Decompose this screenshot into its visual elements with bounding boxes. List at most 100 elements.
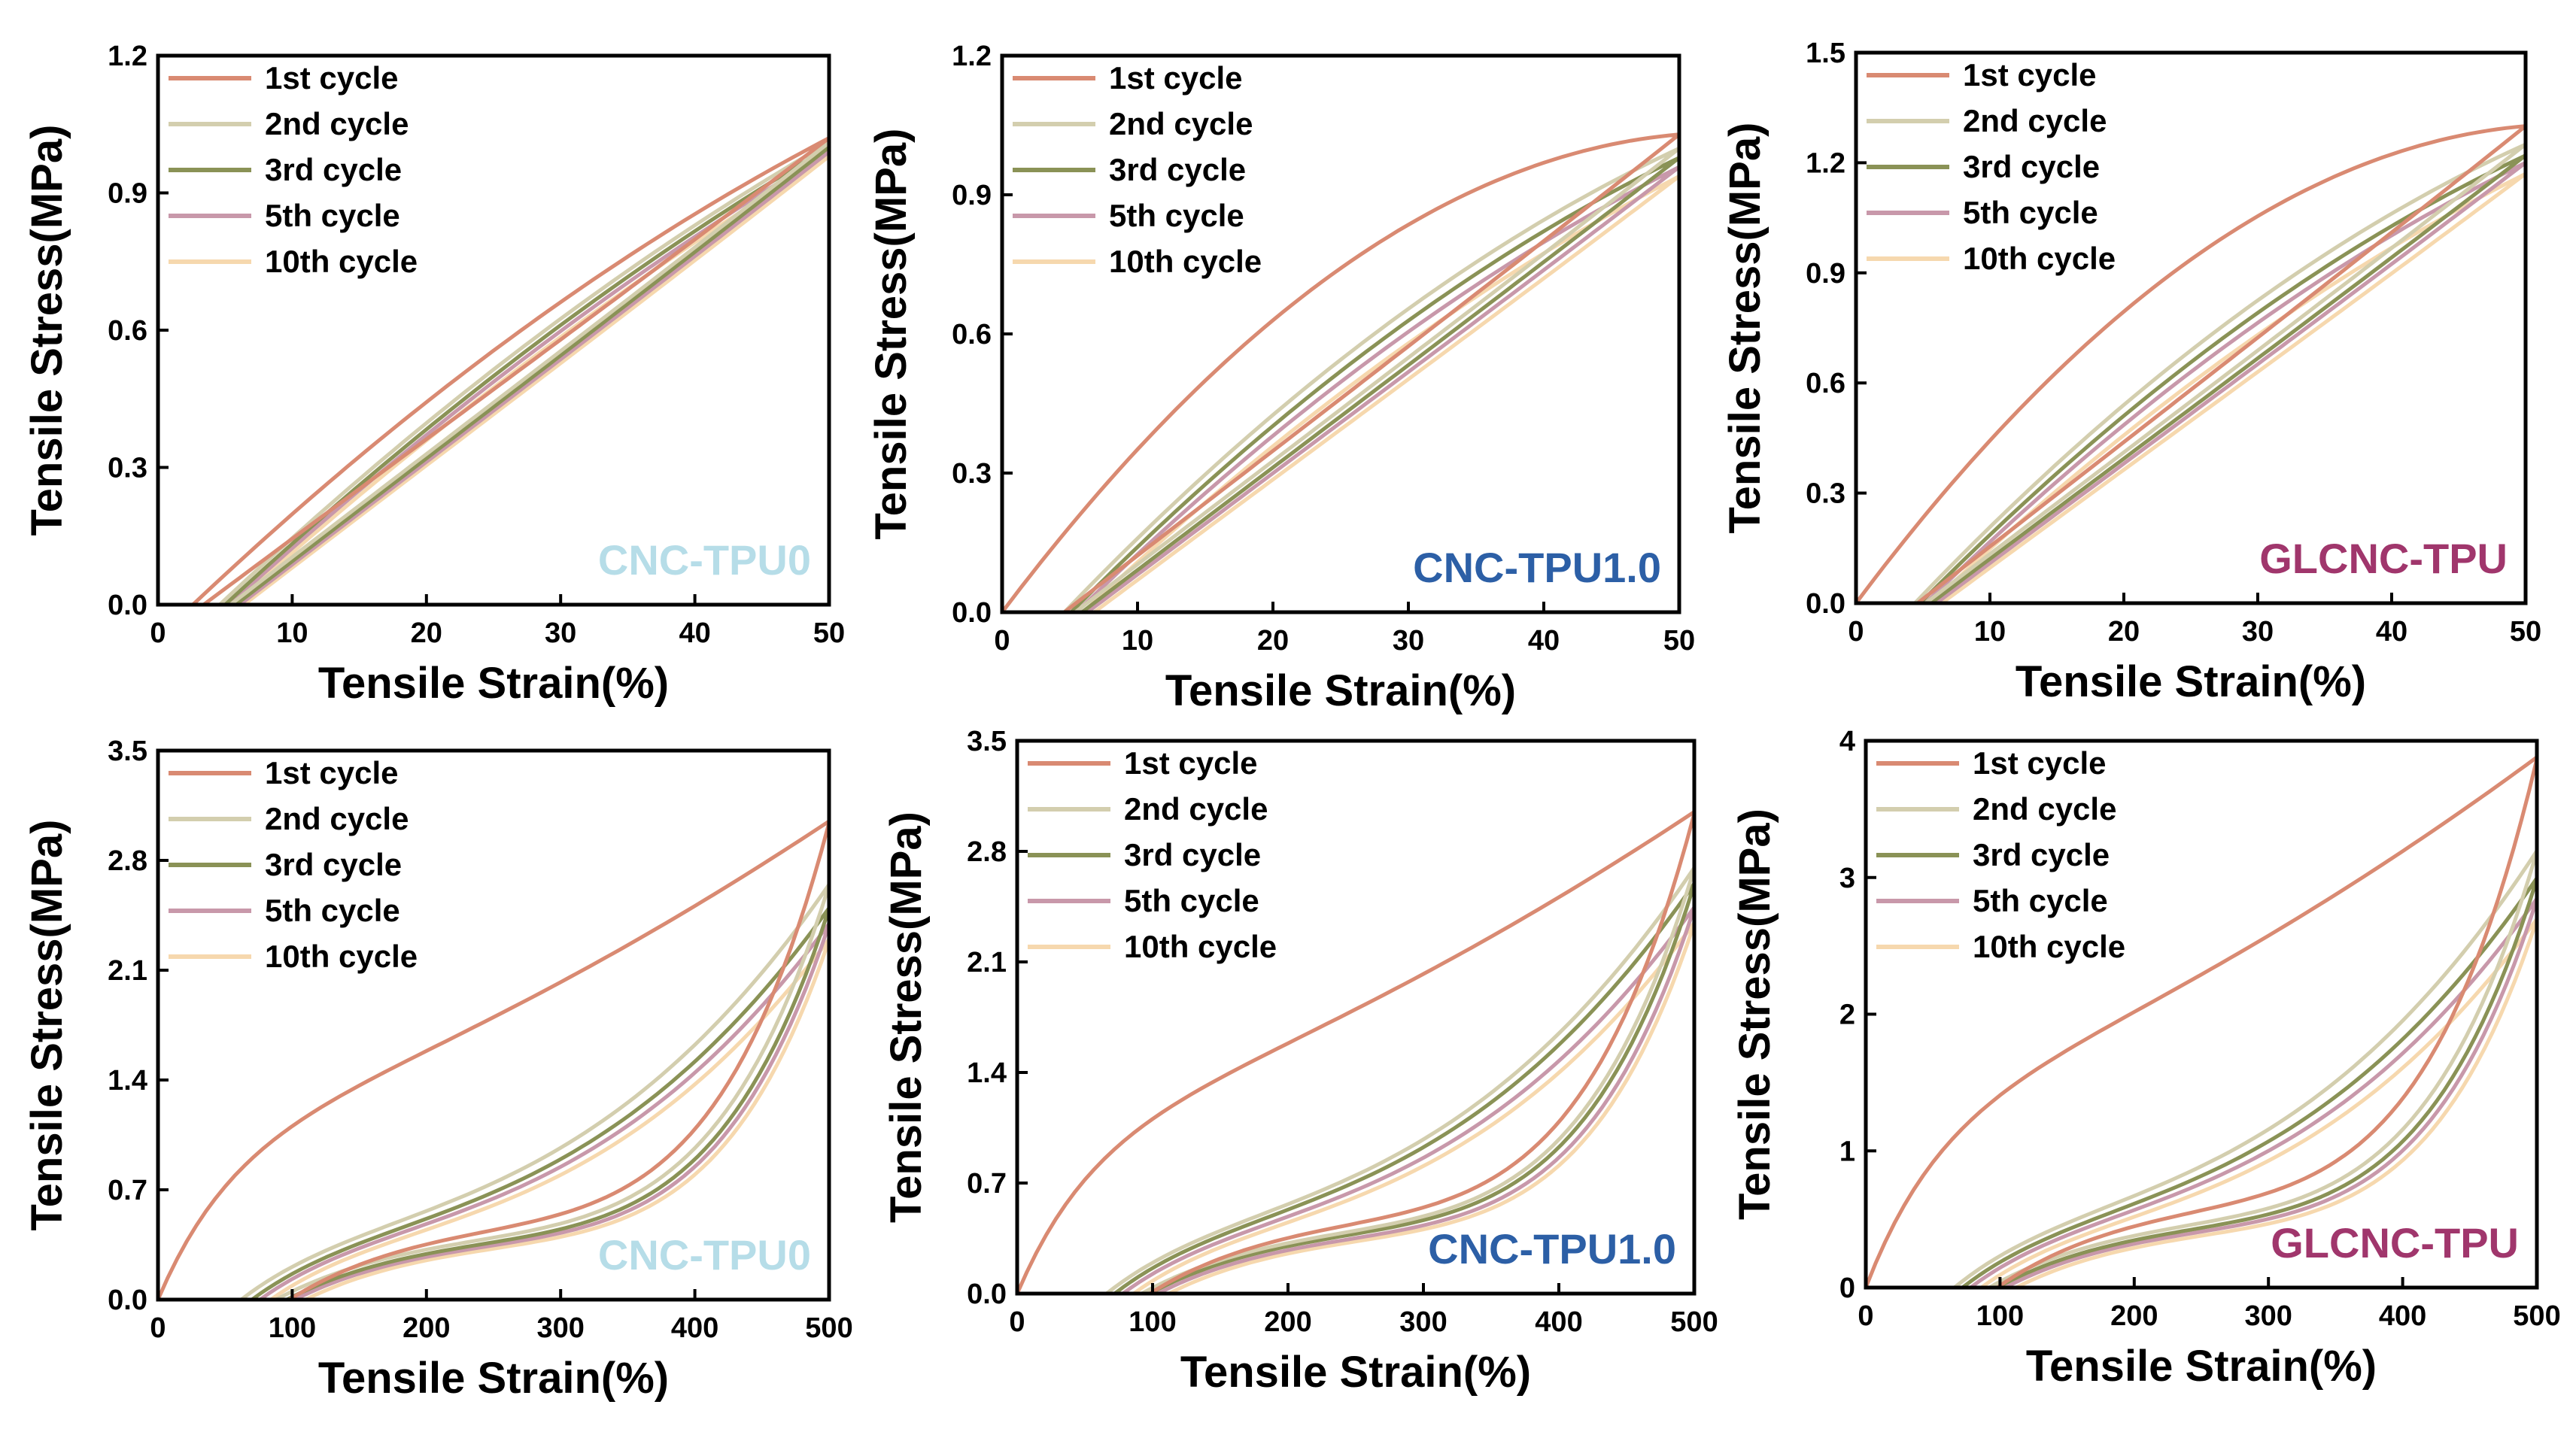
plot-frame [1015,739,1697,1296]
x-axis-label: Tensile Strain(%) [318,1354,669,1403]
x-tick-label: 0 [150,617,166,649]
y-tick-label: 4 [1839,726,1855,757]
y-tick-label: 0.6 [1806,368,1845,399]
x-tick-label: 50 [813,617,845,649]
chart-panel-6: 0 100 200 300 400 500 0 1 2 3 4 Tensile Strain(%) Te… [1730,726,2561,1391]
y-tick-label: 0.6 [952,319,992,350]
x-tick-label: 0 [150,1312,166,1344]
chart-panel-5: 0 100 200 300 400 500 0.0 0.7 1.4 2.1 2.8 3.5 Tensil… [882,726,1718,1397]
sample-tag: GLCNC-TPU [2271,1219,2519,1267]
x-tick-label: 400 [1535,1306,1582,1338]
y-tick-label: 1.4 [967,1057,1007,1089]
legend-label: 10th cycle [1109,244,1262,279]
legend-label: 1st cycle [1973,745,2106,781]
legend-label: 3rd cycle [1963,149,2100,184]
y-tick-label: 0.0 [952,597,992,629]
legend-label: 3rd cycle [1973,837,2110,872]
legend-label: 2nd cycle [265,801,409,836]
x-tick-label: 10 [1122,625,1153,657]
x-tick-label: 0 [994,625,1010,657]
x-tick-label: 200 [2110,1300,2158,1332]
legend-label: 1st cycle [265,755,398,790]
y-tick-label: 0.0 [108,590,147,621]
legend-label: 2nd cycle [265,106,409,141]
legend-label: 5th cycle [1124,883,1259,918]
y-tick-label: 1.2 [1806,147,1845,179]
x-tick-label: 400 [2379,1300,2426,1332]
legend-label: 2nd cycle [1963,103,2107,138]
y-tick-label: 0.7 [108,1175,147,1206]
y-tick-label: 1.2 [108,41,147,72]
x-tick-label: 40 [2376,616,2407,648]
y-tick-label: 3.5 [108,736,147,767]
x-tick-label: 50 [1663,625,1695,657]
legend-label: 1st cycle [265,60,398,96]
y-tick-label: 1 [1839,1136,1855,1167]
x-tick-label: 30 [2242,616,2274,648]
chart-panel-1: 0 10 20 30 40 50 0.0 0.3 0.6 0.9 1.2 Tensile Strain… [23,41,845,708]
x-tick-label: 20 [1257,625,1289,657]
legend-label: 10th cycle [1124,929,1277,964]
plot-frame [156,748,831,1302]
chart-panel-3: 0 10 20 30 40 50 0.0 0.3 0.6 0.9 1.2 1.5 Tensile Str… [1721,38,2541,706]
y-axis-label: Tensile Stress(MPa) [1730,808,1779,1220]
legend-label: 5th cycle [1963,195,2098,230]
x-tick-label: 0 [1009,1306,1025,1338]
x-axis-label: Tensile Strain(%) [2016,657,2366,706]
y-tick-label: 1.2 [952,41,992,72]
y-tick-label: 0.9 [108,178,147,210]
y-tick-label: 0.3 [1806,478,1845,510]
plot-frame [156,53,831,607]
chart-panel-4: 0 100 200 300 400 500 0.0 0.7 1.4 2.1 2.8 3.5 Tensil… [23,736,853,1403]
y-tick-label: 2.1 [108,955,147,987]
x-axis-label: Tensile Strain(%) [1165,666,1516,715]
plot-frame [1854,50,2528,605]
legend-label: 2nd cycle [1124,791,1268,827]
x-axis-label: Tensile Strain(%) [1180,1348,1531,1397]
x-tick-label: 40 [679,617,710,649]
y-tick-label: 0.9 [952,180,992,211]
legend-label: 5th cycle [265,198,400,233]
chart-panel-2: 0 10 20 30 40 50 0.0 0.3 0.6 0.9 1.2 Tensile Strain… [867,41,1695,715]
y-tick-label: 3.5 [967,726,1007,757]
x-tick-label: 30 [1393,625,1424,657]
x-tick-label: 10 [1974,616,2006,648]
x-tick-label: 100 [1976,1300,2024,1332]
legend-label: 10th cycle [265,939,418,974]
y-tick-label: 0.3 [108,453,147,484]
y-tick-label: 0 [1839,1273,1855,1304]
x-tick-label: 300 [536,1312,584,1344]
legend-label: 1st cycle [1963,57,2096,93]
y-tick-label: 0.3 [952,458,992,490]
y-tick-label: 0.0 [967,1279,1007,1310]
plot-frame [1864,739,2539,1290]
legend-label: 3rd cycle [1124,837,1261,872]
sample-tag: CNC-TPU0 [598,1231,811,1279]
y-tick-label: 0.6 [108,315,147,347]
sample-tag: GLCNC-TPU [2259,535,2508,582]
x-tick-label: 30 [545,617,576,649]
legend-label: 5th cycle [1973,883,2108,918]
y-tick-label: 0.7 [967,1168,1007,1200]
y-axis-label: Tensile Stress(MPa) [23,820,71,1231]
legend-label: 3rd cycle [265,847,402,882]
y-axis-label: Tensile Stress(MPa) [882,812,931,1223]
x-tick-label: 300 [1399,1306,1447,1338]
x-tick-label: 100 [1129,1306,1176,1338]
sample-tag: CNC-TPU0 [598,536,811,584]
x-tick-label: 500 [2513,1300,2560,1332]
x-tick-label: 20 [2108,616,2140,648]
sample-tag: CNC-TPU1.0 [1428,1225,1676,1273]
x-tick-label: 40 [1528,625,1560,657]
legend-label: 2nd cycle [1973,791,2116,827]
y-axis-label: Tensile Stress(MPa) [23,125,71,536]
x-tick-label: 100 [269,1312,316,1344]
x-tick-label: 500 [805,1312,852,1344]
y-axis-label: Tensile Stress(MPa) [867,129,916,540]
plot-frame [1000,53,1681,614]
y-tick-label: 2.8 [108,845,147,877]
series-line-1 [156,819,831,1302]
x-tick-label: 50 [2510,616,2541,648]
x-tick-label: 200 [402,1312,450,1344]
